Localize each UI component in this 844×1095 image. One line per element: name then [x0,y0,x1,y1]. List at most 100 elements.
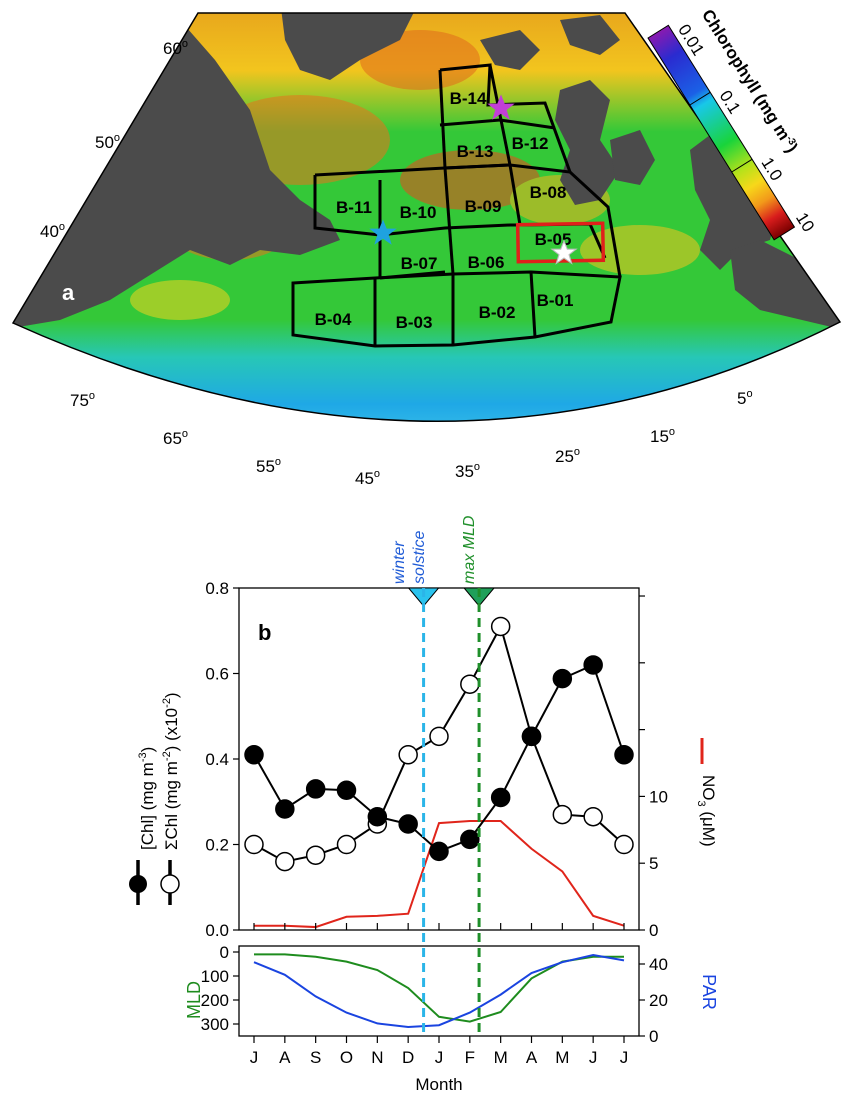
x-tick-label: N [371,1048,383,1067]
x-axis-title: Month [415,1075,462,1094]
map-panel: B-01 B-02 B-03 B-04 B-05 B-06 B-07 B-08 … [11,6,842,488]
lon-label: 75o [70,390,95,410]
mld-tick-label: 100 [201,967,229,986]
box-label: B-01 [537,291,574,310]
panel-a-label: a [62,280,75,305]
x-tick-label: S [310,1048,321,1067]
chl-point [490,787,511,808]
y-tick-label: 0.6 [205,665,229,684]
chl-axis-label: [Chl] (mg m-3) [137,747,157,850]
chl-point [460,829,480,850]
sum_chl-point [552,804,573,825]
lat-label: 60o [163,38,188,58]
mld-tick-label: 200 [201,991,229,1010]
chl-point [398,814,418,834]
sub-axes: 0 100 200 300 0 20 40 [201,943,668,1046]
chart-panel: b 0.0 0.2 0.4 0.6 0.8 0 5 10 winter solstice ma… [129,515,719,1094]
lon-label: 5o [737,388,753,408]
legend-open-circle-icon [160,874,180,894]
chl-point [336,780,357,800]
region-boxes [291,63,622,348]
x-tick-label: F [465,1048,475,1067]
box-label: B-10 [400,203,437,222]
chl-point [552,668,573,689]
x-tick-label: A [526,1048,538,1067]
cyan-star-icon [369,219,397,245]
chl-point [614,744,634,765]
colorbar-gradient [647,24,796,241]
sum_chl-point [275,851,295,872]
sum_chl-point [305,845,326,865]
x-tick-label: J [589,1048,598,1067]
y-right-tick-label: 10 [649,787,668,806]
sum_chl-point [429,726,449,747]
sum_chl-point [460,674,480,694]
mld-axis-label: MLD [184,981,204,1019]
legend-filled-circle-icon [129,875,147,893]
x-tick-label: O [340,1048,353,1067]
box-label: B-07 [401,254,438,273]
lon-label: 55o [256,456,281,476]
chl-point [521,726,542,747]
magenta-star-icon [487,94,515,120]
box-label: B-13 [457,142,494,161]
par-tick-label: 40 [649,955,668,974]
sum_chl-point [244,834,264,855]
x-tick-label: J [620,1048,629,1067]
map-outline [11,12,842,422]
lon-label: 35o [455,461,480,481]
left-axis-title: [Chl] (mg m-3) ΣChl (mg m-2) (x10-2) [129,692,181,905]
box-label: B-06 [468,253,505,272]
box-labels: B-01 B-02 B-03 B-04 B-05 B-06 B-07 B-08 … [315,89,574,332]
y-right-tick-label: 0 [649,921,658,940]
mld-tick-label: 0 [220,943,229,962]
sum_chl-point [490,616,511,637]
winter-solstice-label: winter solstice [391,531,428,584]
x-tick-label: M [494,1048,508,1067]
sum_chl-point [336,834,357,855]
lon-label: 25o [555,446,580,466]
lon-label: 15o [650,426,675,446]
x-tick-label: J [250,1048,259,1067]
par-tick-label: 20 [649,991,668,1010]
mld-tick-label: 300 [201,1015,229,1034]
mld-line [254,953,624,1023]
main-plot-frame [238,587,640,931]
x-tick-label: D [402,1048,414,1067]
box-label: B-04 [315,310,352,329]
right-axis-title: NO3 (μM) [695,738,718,847]
highlight-box-b05 [515,221,606,264]
y-tick-label: 0.2 [205,836,229,855]
sum_chl-point [583,806,603,827]
y-tick-label: 0.0 [205,921,229,940]
par-tick-label: 0 [649,1027,658,1046]
chl-point [244,744,264,765]
main-axes: 0.0 0.2 0.4 0.6 0.8 0 5 10 [205,579,668,940]
box-label: B-03 [396,313,433,332]
lon-label: 65o [163,428,188,448]
panel-b-label: b [258,620,271,645]
chl-point [367,806,388,827]
chl-point [275,799,295,819]
box-label: B-02 [479,303,516,322]
box-label: B-12 [512,134,549,153]
chl-point [305,779,326,799]
latitude-labels: 60o 50o 40o [40,38,188,241]
colorbar-tick: 10 [792,209,818,235]
sum_chl-point [614,834,634,855]
lat-label: 40o [40,221,65,241]
sumchl-axis-label: ΣChl (mg m-2) (x10-2) [161,692,181,850]
box-label: B-14 [450,89,487,108]
white-star-icon [550,239,578,265]
y-tick-label: 0.4 [205,750,229,769]
max-mld-label: max MLD [461,515,478,584]
lon-label: 45o [355,468,380,488]
box-label: B-09 [465,197,502,216]
chl-point [583,655,603,675]
no3-line [254,819,625,929]
y-tick-label: 0.8 [205,579,229,598]
x-tick-label: A [279,1048,291,1067]
longitude-labels: 75o 65o 55o 45o 35o 25o 15o 5o [70,388,753,488]
